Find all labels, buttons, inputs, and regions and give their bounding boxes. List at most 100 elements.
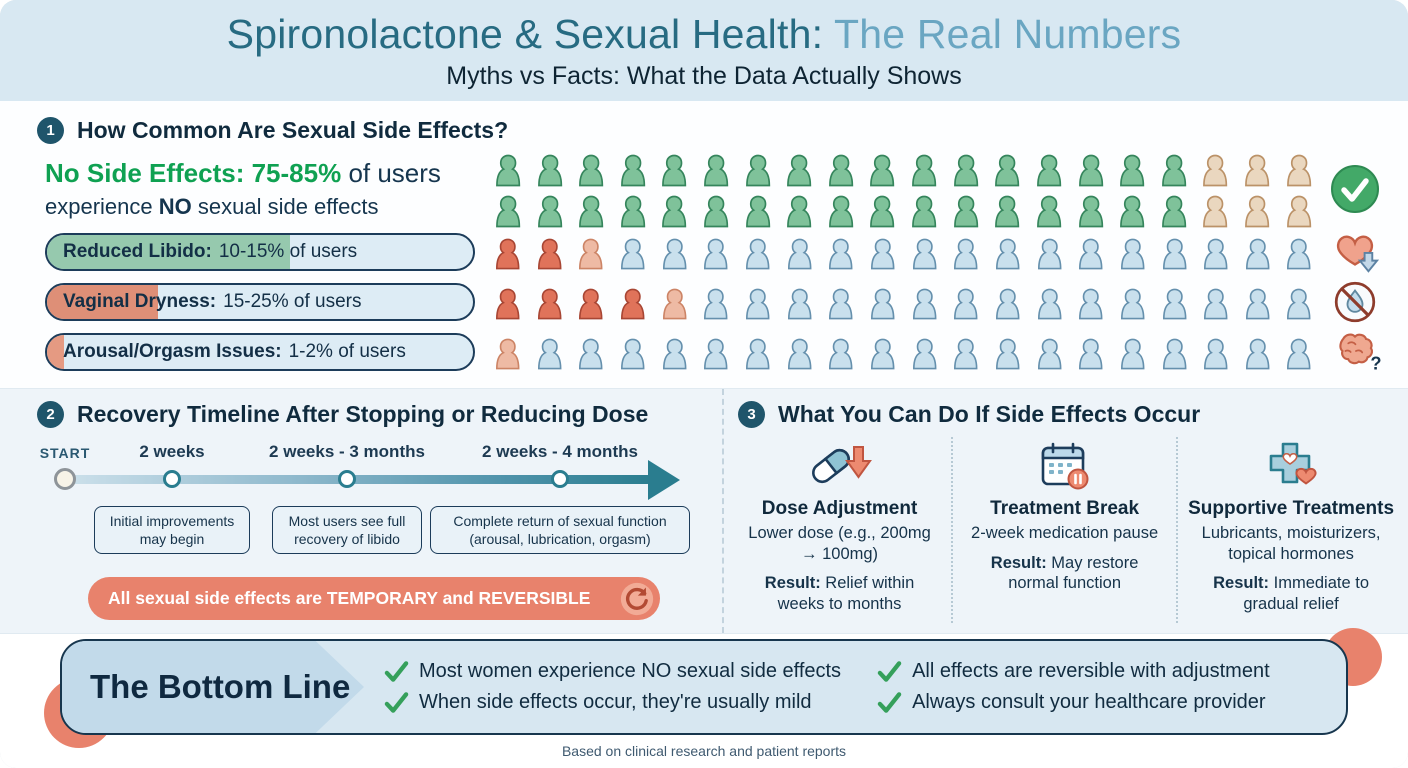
- bottom-line-panel: The Bottom Line Most women experience NO…: [60, 639, 1348, 735]
- svg-text:?: ?: [1370, 352, 1381, 373]
- page-title: Spironolactone & Sexual Health: The Real…: [0, 11, 1408, 58]
- timeline-label-2: 2 weeks - 3 months: [269, 442, 425, 461]
- refresh-cycle-icon: [620, 582, 654, 615]
- check-icon: [384, 692, 409, 713]
- option-title: Treatment Break: [990, 498, 1140, 519]
- person-icon: [1078, 154, 1103, 187]
- person-icon: [1120, 288, 1145, 320]
- person-icon: [745, 195, 770, 228]
- person-icon: [496, 154, 521, 187]
- person-icon: [620, 338, 645, 370]
- person-icon: [1120, 195, 1145, 228]
- person-icon: [579, 154, 604, 187]
- section1-number-badge: 1: [37, 117, 64, 144]
- title-accent: The Real Numbers: [823, 11, 1182, 57]
- person-icon: [662, 338, 687, 370]
- bottom-point: Always consult your healthcare provider: [877, 691, 1326, 714]
- timeline-milestone-dot: [338, 470, 356, 488]
- person-icon: [912, 338, 937, 370]
- pictogram-grid-no-side-effects: [493, 148, 1314, 230]
- section2-number-badge: 2: [37, 401, 64, 428]
- calendar-pause-icon: [1041, 442, 1089, 490]
- timeline-arrowhead-icon: [648, 460, 680, 500]
- person-icon: [1245, 195, 1270, 228]
- person-icon: [1037, 338, 1061, 370]
- person-icon: [1245, 238, 1270, 270]
- person-icon: [745, 338, 770, 370]
- person-icon: [1078, 195, 1103, 228]
- person-icon: [1037, 288, 1061, 320]
- no-side-effects-detail: experience NO sexual side effects: [45, 194, 379, 219]
- option-result: Result: Relief within weeks to months: [764, 574, 915, 613]
- option-supportive-treatments: Supportive Treatments Lubricants, moistu…: [1176, 437, 1404, 623]
- no-side-effects-label: No Side Effects: 75-85% of users experie…: [45, 158, 483, 220]
- section-prevalence: 1 How Common Are Sexual Side Effects? No…: [0, 101, 1408, 388]
- person-icon: [745, 154, 770, 187]
- pictogram-row: [493, 332, 1314, 372]
- option-result: Result: Immediate to gradual relief: [1213, 574, 1369, 613]
- person-icon: [1286, 154, 1311, 187]
- person-icon: [662, 195, 687, 228]
- timeline-note-1: Initial improvements may begin: [94, 506, 250, 555]
- no-side-effects-row: No Side Effects: 75-85% of users experie…: [45, 147, 1386, 231]
- page-subtitle: Myths vs Facts: What the Data Actually S…: [446, 62, 962, 90]
- person-icon: [1161, 154, 1186, 187]
- person-icon: [579, 338, 603, 370]
- person-icon: [953, 195, 978, 228]
- person-icon: [787, 338, 812, 370]
- person-icon: [1162, 238, 1186, 270]
- timeline-start-label: START: [39, 445, 91, 461]
- person-icon: [1120, 238, 1145, 270]
- person-icon: [662, 154, 687, 187]
- bottom-point: When side effects occur, they're usually…: [384, 691, 841, 714]
- person-icon: [1287, 338, 1311, 370]
- bottom-line-title: The Bottom Line: [90, 668, 351, 705]
- person-icon: [704, 238, 728, 270]
- person-icon: [912, 288, 937, 320]
- bottom-points-column-1: Most women experience NO sexual side eff…: [384, 641, 841, 733]
- person-icon: [829, 238, 853, 270]
- person-icon: [1245, 338, 1270, 370]
- person-icon: [1287, 288, 1311, 320]
- section3-number-badge: 3: [738, 401, 765, 428]
- vaginal-dryness-row: Vaginal Dryness: 15-25% of users: [45, 281, 1386, 323]
- bottom-point: All effects are reversible with adjustme…: [877, 660, 1326, 683]
- arousal-issues-row: Arousal/Orgasm Issues: 1-2% of users ?: [45, 332, 1386, 373]
- person-icon: [787, 195, 812, 228]
- person-icon: [537, 288, 562, 320]
- person-icon: [1037, 195, 1062, 228]
- check-icon: [877, 661, 902, 682]
- pill-fill: [47, 285, 158, 319]
- check-icon: [384, 661, 409, 682]
- person-icon: [954, 338, 978, 370]
- person-icon: [995, 238, 1020, 270]
- person-icon: [1162, 338, 1186, 370]
- person-icon: [537, 154, 562, 187]
- section-what-you-can-do: 3 What You Can Do If Side Effects Occur: [722, 389, 1408, 633]
- reversibility-banner: All sexual side effects are TEMPORARY an…: [88, 577, 660, 620]
- person-icon: [537, 338, 562, 370]
- option-description: 2-week medication pause: [971, 524, 1159, 542]
- person-icon: [787, 154, 812, 187]
- person-icon: [1204, 338, 1228, 370]
- stat-pill-reduced-libido: Reduced Libido: 10-15% of users: [45, 233, 475, 271]
- title-main: Spironolactone & Sexual Health:: [226, 11, 824, 57]
- person-icon: [787, 288, 812, 320]
- option-dose-adjustment: Dose Adjustment Lower dose (e.g., 200mg …: [728, 437, 951, 623]
- section1-heading-row: 1 How Common Are Sexual Side Effects?: [37, 117, 508, 144]
- source-note: Based on clinical research and patient r…: [561, 743, 847, 759]
- person-icon: [537, 195, 562, 228]
- person-icon: [1120, 338, 1145, 370]
- section3-heading-row: 3 What You Can Do If Side Effects Occur: [738, 401, 1200, 428]
- timeline-note-2: Most users see full recovery of libido: [272, 506, 422, 555]
- person-icon: [828, 154, 854, 187]
- person-icon: [1203, 154, 1228, 187]
- person-icon: [1204, 238, 1228, 270]
- person-icon: [579, 288, 603, 320]
- person-icon: [745, 238, 770, 270]
- person-icon: [1037, 154, 1062, 187]
- person-icon: [953, 154, 978, 187]
- droplet-crossed-icon: [1334, 281, 1376, 323]
- person-icon: [1161, 195, 1186, 228]
